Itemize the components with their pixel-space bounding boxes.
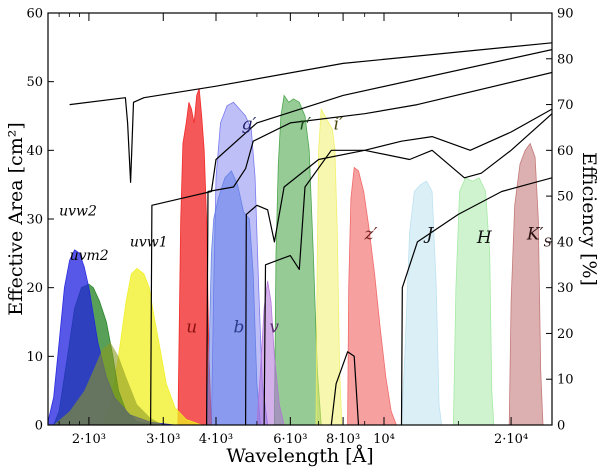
y-right-tick-label: 30	[557, 281, 574, 296]
band-label-uvw2: uvw2	[59, 204, 97, 220]
band-v-area	[256, 280, 285, 425]
y-right-tick-label: 90	[557, 7, 574, 22]
y-right-tick-label: 70	[557, 98, 574, 113]
band-label-uvm2: uvm2	[70, 248, 109, 264]
y-left-tick-label: 20	[26, 281, 43, 296]
x-tick-label: 10⁴	[373, 432, 395, 447]
x-tick-label: 4·10³	[199, 432, 233, 447]
x-tick-label: 2·10³	[72, 432, 106, 447]
band-b-area	[206, 170, 261, 425]
x-axis-title: Wavelength [Å]	[226, 445, 373, 467]
y-left-tick-label: 50	[26, 75, 43, 90]
x-tick-label: 3·10³	[146, 432, 180, 447]
band-H-area	[452, 177, 495, 425]
efficiency-curve-1	[69, 42, 552, 183]
uv-overlap-area	[53, 342, 164, 425]
efficiency-curve-2	[150, 49, 552, 425]
bands-layer	[48, 88, 544, 425]
y-right-tick-label: 40	[557, 235, 574, 250]
axis-ticks: 0 10 20 30 40 50 60 0 10 20 30 40 50 60 70 80 90 2·10³ 3·1…	[26, 7, 573, 448]
band-label-z: z′	[364, 225, 378, 245]
y-axis-left-title: Effective Area [cm²]	[5, 122, 27, 316]
y-right-tick-label: 10	[557, 373, 574, 388]
band-label-v: v	[269, 317, 279, 337]
band-label-b: b	[233, 317, 244, 337]
efficiency-curves-layer	[69, 42, 552, 425]
efficiency-curve-3	[206, 71, 552, 425]
x-tick-label: 6·10³	[273, 432, 307, 447]
efficiency-curve-6	[330, 351, 360, 425]
y-right-tick-label: 20	[557, 327, 574, 342]
band-label-J: J	[423, 225, 434, 245]
y-axis-right-title: Efficiency [%]	[578, 152, 600, 286]
y-right-tick-label: 0	[557, 419, 565, 434]
efficiency-curve-5	[263, 113, 552, 425]
band-KS-area	[508, 142, 544, 425]
band-label-r: r′	[299, 115, 311, 135]
x-tick-label: 8·10³	[326, 432, 360, 447]
y-left-tick-label: 40	[26, 144, 43, 159]
x-tick-label: 2·10⁴	[494, 432, 528, 447]
band-label-u: u	[186, 317, 197, 337]
band-z-area	[347, 166, 397, 425]
band-label-H: H	[476, 228, 493, 248]
band-J-area	[401, 180, 443, 425]
efficiency-curve-4	[245, 108, 552, 425]
y-right-tick-label: 80	[557, 52, 574, 67]
band-r-area	[273, 94, 322, 425]
y-left-tick-label: 0	[35, 419, 43, 434]
y-right-tick-label: 50	[557, 190, 574, 205]
efficiency-curve-7	[400, 177, 552, 425]
y-left-tick-label: 10	[26, 350, 43, 365]
band-label-uvw1: uvw1	[130, 234, 168, 250]
y-right-tick-label: 60	[557, 144, 574, 159]
band-label-i: i′	[334, 115, 343, 135]
y-left-tick-label: 30	[26, 213, 43, 228]
band-label-g: g′	[242, 115, 257, 135]
y-left-tick-label: 60	[26, 7, 43, 22]
band-u-area	[177, 88, 212, 425]
